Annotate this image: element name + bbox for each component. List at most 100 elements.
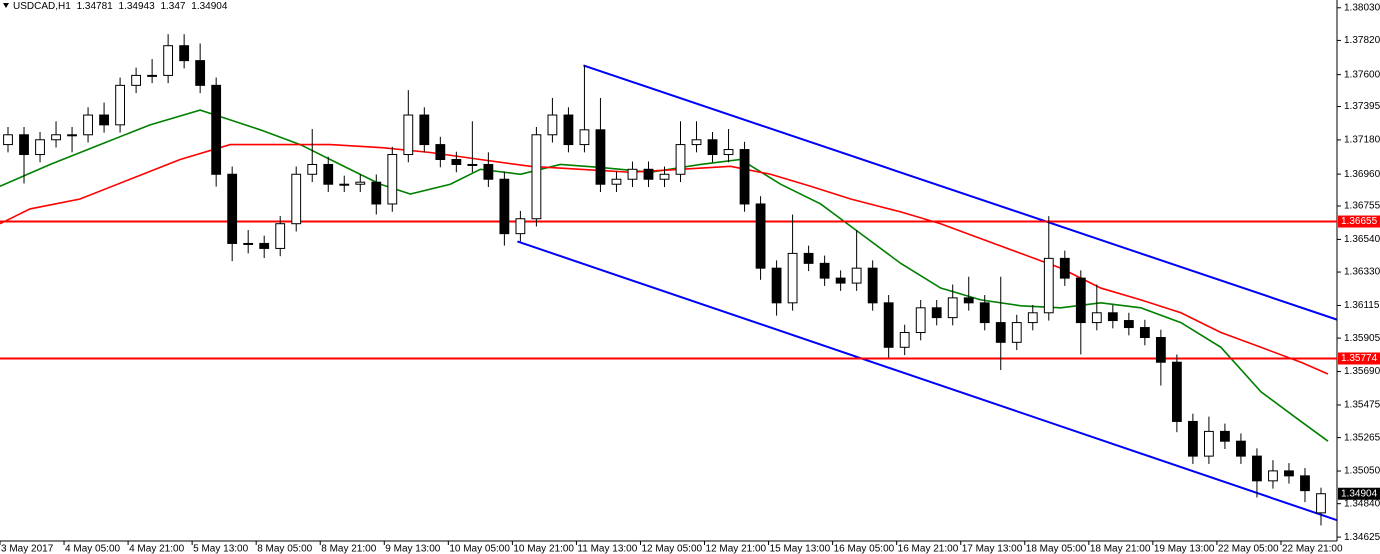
candle-body: [131, 74, 142, 86]
y-tick-label: 1.36960: [1344, 169, 1380, 180]
candle-body: [1075, 277, 1086, 324]
y-tick-label: 1.35265: [1344, 432, 1380, 443]
candle-body: [963, 297, 974, 304]
y-tick-label: 1.37600: [1344, 69, 1380, 80]
candle-body: [291, 173, 302, 225]
level-label-bg: [1338, 352, 1380, 365]
header-high: 1.34943: [119, 1, 156, 12]
candle-body: [995, 322, 1006, 343]
y-tick-label: 1.36540: [1344, 234, 1380, 245]
candle-body: [1268, 470, 1278, 482]
candle-body: [1027, 312, 1038, 324]
y-tick-label: 1.34625: [1344, 532, 1380, 543]
candle-body: [883, 302, 894, 348]
chart-header: USDCAD,H1 1.34781 1.34943 1.347 1.34904: [13, 1, 228, 12]
candle-body: [1252, 455, 1262, 482]
moving-average: [0, 143, 1329, 375]
x-tick-label: 18 May 21:00: [1090, 544, 1151, 554]
x-tick-label: 16 May 05:00: [834, 544, 895, 554]
y-tick-label: 1.37395: [1344, 101, 1380, 112]
candle-body: [707, 139, 718, 156]
candle-body: [355, 181, 366, 185]
candle-body: [1220, 430, 1230, 442]
candle-body: [227, 173, 238, 244]
candle-body: [595, 129, 606, 185]
x-tick-label: 3 May 2017: [1, 544, 54, 554]
candle-body: [563, 114, 574, 146]
x-tick-label: 8 May 21:00: [321, 544, 376, 554]
candle-body: [627, 168, 638, 180]
y-tick-label: 1.35475: [1344, 400, 1380, 411]
y-tick-label: 1.35050: [1344, 466, 1380, 477]
candle-body: [35, 139, 45, 156]
candle-body: [579, 129, 590, 146]
candle-body: [643, 168, 654, 180]
candle-body: [723, 149, 734, 156]
candle-body: [899, 332, 910, 348]
header-close: 1.34904: [191, 1, 228, 12]
y-tick-label: 1.36115: [1344, 300, 1380, 311]
x-tick-label: 4 May 05:00: [65, 544, 120, 554]
candle-body: [67, 134, 77, 137]
x-tick-label: 10 May 21:00: [513, 544, 574, 554]
candle-body: [483, 163, 494, 180]
y-tick-label: 1.35690: [1344, 366, 1380, 377]
candle-body: [1091, 312, 1102, 324]
candle-body: [819, 262, 830, 279]
candle-body: [1316, 493, 1326, 514]
candle-body: [803, 252, 814, 264]
trend-line: [517, 240, 1338, 522]
candle-body: [1204, 430, 1214, 457]
trend-line: [583, 64, 1338, 321]
candle-body: [771, 267, 782, 304]
candle-body: [1011, 322, 1022, 343]
candle-body: [1107, 312, 1118, 322]
candle-body: [371, 181, 382, 205]
candle-body: [1284, 470, 1294, 477]
candle-body: [691, 139, 702, 146]
level-label-bg: [1338, 215, 1380, 228]
candle-body: [387, 154, 398, 205]
y-tick-label: 1.37180: [1344, 135, 1380, 146]
candle-body: [835, 277, 846, 284]
x-tick-label: 4 May 21:00: [129, 544, 184, 554]
candle-body: [1123, 320, 1134, 329]
price-label-bg: [1338, 487, 1380, 500]
candle-body: [1059, 257, 1070, 279]
candle-body: [403, 114, 414, 156]
candle-body: [659, 173, 670, 180]
candle-body: [99, 114, 109, 126]
candle-body: [259, 242, 270, 249]
y-tick-label: 1.35905: [1344, 333, 1380, 344]
x-tick-label: 5 May 13:00: [193, 544, 248, 554]
candle-body: [531, 134, 542, 220]
candle-body: [755, 203, 766, 269]
x-tick-label: 18 May 05:00: [1026, 544, 1087, 554]
candle-body: [467, 163, 478, 166]
candle-body: [915, 307, 926, 334]
header-low: 1.347: [160, 1, 185, 12]
candle-body: [195, 60, 206, 86]
x-tick-label: 22 May 21:00: [1282, 544, 1343, 554]
x-tick-label: 16 May 21:00: [898, 544, 959, 554]
candle-body: [1300, 475, 1310, 492]
plot-lines: [0, 64, 1338, 522]
candle-body: [419, 114, 430, 146]
chart-title: USDCAD,H1: [13, 1, 71, 12]
candle-body: [787, 252, 798, 304]
y-tick-label: 1.38030: [1344, 2, 1380, 13]
candle-body: [339, 183, 350, 186]
candle-body: [275, 223, 286, 249]
y-tick-label: 1.36330: [1344, 267, 1380, 278]
price-label: 1.34904: [1341, 488, 1378, 499]
candle-body: [211, 84, 222, 175]
y-tick-label: 1.37820: [1344, 35, 1380, 46]
candle-body: [51, 134, 61, 141]
menu-arrow[interactable]: [3, 3, 9, 8]
candle-body: [515, 218, 526, 235]
candle-body: [547, 114, 558, 136]
candle-body: [3, 134, 13, 146]
x-tick-label: 15 May 13:00: [770, 544, 831, 554]
candle-body: [1155, 337, 1166, 363]
candle-body: [611, 178, 622, 185]
